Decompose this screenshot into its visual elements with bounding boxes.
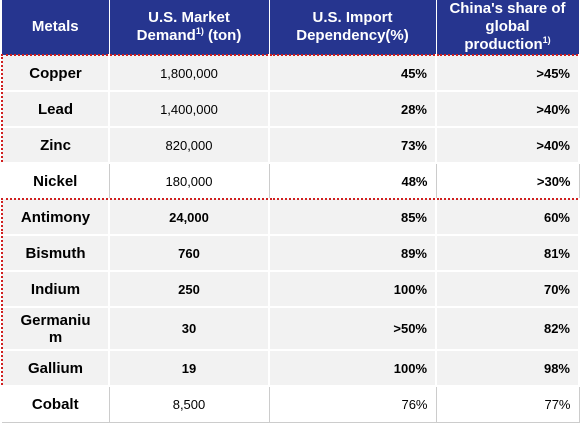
market-demand: 760 (109, 235, 270, 272)
import-dependency: 100% (269, 271, 437, 308)
china-share: >40% (436, 127, 580, 164)
metal-name: Zinc (2, 127, 110, 164)
import-dependency: 45% (269, 55, 437, 92)
import-dependency: 48% (269, 163, 437, 200)
market-demand: 24,000 (109, 199, 270, 236)
china-share: 77% (436, 386, 580, 423)
metal-name: Nickel (2, 163, 110, 200)
metal-name: Gallium (2, 350, 110, 387)
market-demand: 1,800,000 (109, 55, 270, 92)
row-group: Cobalt 8,500 76% 77% (2, 386, 580, 423)
china-share: 70% (436, 271, 580, 308)
header-cell: U.S. Market Demand1) (ton) (109, 0, 270, 55)
header-cell: China's share of global production1) (436, 0, 580, 55)
table-row: Lead 1,400,000 28% >40% (2, 91, 580, 128)
china-share: >30% (436, 163, 580, 200)
table-row: Antimony 24,000 85% 60% (2, 199, 580, 236)
china-share: >40% (436, 91, 580, 128)
import-dependency: 89% (269, 235, 437, 272)
row-group: Copper 1,800,000 45% >45% Lead 1,400,000 28% >4… (2, 55, 580, 164)
table-row: Bismuth 760 89% 81% (2, 235, 580, 272)
header-row: Metals U.S. Market Demand1) (ton) U.S. I… (2, 0, 580, 55)
metal-name: Indium (2, 271, 110, 308)
table-row: Zinc 820,000 73% >40% (2, 127, 580, 164)
header-cell: U.S. Import Dependency(%) (269, 0, 437, 55)
table-row: Cobalt 8,500 76% 77% (2, 386, 580, 423)
footnote-mark: 1) (542, 35, 551, 45)
import-dependency: 100% (269, 350, 437, 387)
import-dependency: 76% (269, 386, 437, 423)
table-row: Nickel 180,000 48% >30% (2, 163, 580, 200)
row-group: Nickel 180,000 48% >30% (2, 163, 580, 200)
metal-name: Copper (2, 55, 110, 92)
metal-name: Bismuth (2, 235, 110, 272)
header-text: U.S. Market Demand (136, 9, 230, 44)
table-row: Indium 250 100% 70% (2, 271, 580, 308)
china-share: 98% (436, 350, 580, 387)
market-demand: 1,400,000 (109, 91, 270, 128)
header-cell: Metals (2, 0, 110, 55)
footnote-mark: 1) (195, 26, 204, 36)
table-header: Metals U.S. Market Demand1) (ton) U.S. I… (2, 0, 580, 55)
header-text: (ton) (203, 27, 242, 44)
metal-name: Cobalt (2, 386, 110, 423)
market-demand: 19 (109, 350, 270, 387)
market-demand: 820,000 (109, 127, 270, 164)
header-text: U.S. Import Dependency(%) (296, 9, 409, 44)
import-dependency: >50% (269, 307, 437, 351)
market-demand: 8,500 (109, 386, 270, 423)
table-row: Gallium 19 100% 98% (2, 350, 580, 387)
china-share: 81% (436, 235, 580, 272)
china-share: >45% (436, 55, 580, 92)
import-dependency: 85% (269, 199, 437, 236)
table-row: Copper 1,800,000 45% >45% (2, 55, 580, 92)
import-dependency: 28% (269, 91, 437, 128)
market-demand: 180,000 (109, 163, 270, 200)
row-group: Antimony 24,000 85% 60% Bismuth 760 89% 81% Indi… (2, 199, 580, 387)
metal-name: Germanium (2, 307, 110, 351)
market-demand: 30 (109, 307, 270, 351)
china-share: 82% (436, 307, 580, 351)
market-demand: 250 (109, 271, 270, 308)
metal-name: Lead (2, 91, 110, 128)
table-row: Germanium 30 >50% 82% (2, 307, 580, 351)
header-text: China's share of global production (449, 0, 566, 53)
header-text: Metals (31, 18, 79, 35)
metal-name: Antimony (2, 199, 110, 236)
china-share: 60% (436, 199, 580, 236)
import-dependency: 73% (269, 127, 437, 164)
